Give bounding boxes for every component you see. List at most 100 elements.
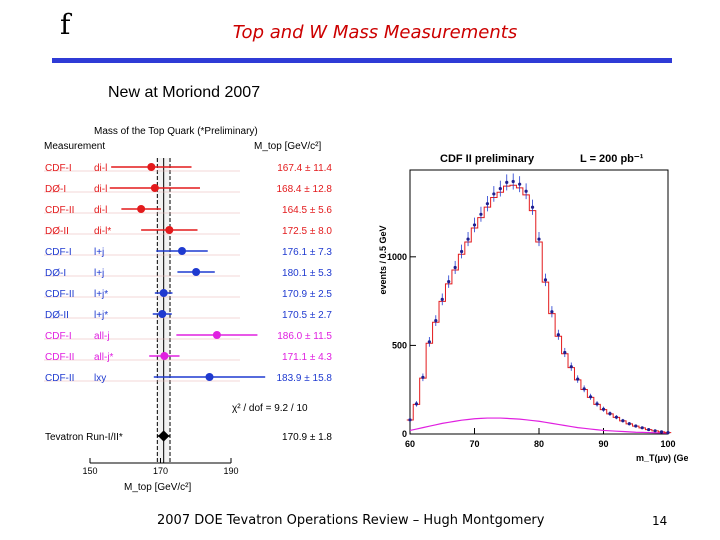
point-marker <box>178 247 187 255</box>
data-point <box>576 377 580 381</box>
data-point <box>595 402 599 406</box>
channel-label: l+j <box>94 268 104 279</box>
w-x-tick-label: 90 <box>598 439 608 449</box>
data-point <box>505 180 509 185</box>
data-point <box>563 350 567 355</box>
measurement-row: CDF-II lxy 183.9 ± 15.8 <box>44 373 332 384</box>
w-mass-chart: CDF II preliminary L = 200 pb⁻¹ events /… <box>372 140 688 470</box>
data-point <box>518 182 522 186</box>
value-label: 183.9 ± 15.8 <box>276 373 332 384</box>
background-curve <box>409 417 669 434</box>
value-label: 168.4 ± 12.8 <box>276 184 332 195</box>
title-rule <box>52 58 672 63</box>
chi2-label: χ² / dof = 9.2 / 10 <box>232 403 308 414</box>
point-marker <box>212 331 221 339</box>
data-point <box>530 205 535 209</box>
data-point <box>601 407 606 411</box>
x-tick-label: 170 <box>153 466 168 476</box>
w-y-tick-label: 0 <box>402 429 407 439</box>
experiment-label: CDF-I <box>45 331 72 342</box>
point-marker <box>205 373 214 381</box>
lumi-label: L = 200 pb⁻¹ <box>580 153 644 165</box>
data-point <box>550 310 554 314</box>
footer-text: 2007 DOE Tevatron Operations Review – Hu… <box>157 513 545 528</box>
point-marker <box>192 268 201 276</box>
data-point <box>659 430 664 434</box>
data-point <box>511 179 515 184</box>
measurement-row: CDF-II di-l 164.5 ± 5.6 <box>44 205 332 216</box>
channel-label: di-l <box>94 163 107 174</box>
slide-subtitle: New at Moriond 2007 <box>108 84 261 101</box>
measurement-header: Measurement <box>44 141 105 152</box>
measurement-row: DØ-II di-l* 172.5 ± 8.0 <box>44 226 332 237</box>
data-point <box>608 412 612 416</box>
data-point <box>556 333 560 337</box>
value-label: 171.1 ± 4.3 <box>282 352 332 363</box>
data-point <box>543 278 548 282</box>
data-points <box>408 173 670 435</box>
value-label: 176.1 ± 7.3 <box>282 247 332 258</box>
value-label: 186.0 ± 11.5 <box>277 331 332 342</box>
data-point <box>472 223 477 227</box>
channel-label: di-l* <box>94 226 111 237</box>
x-axis-label: M_top [GeV/c²] <box>124 482 191 493</box>
data-point <box>647 427 651 432</box>
measurement-row: DØ-II l+j* 170.5 ± 2.7 <box>44 310 332 321</box>
data-point <box>485 202 489 206</box>
data-point <box>440 297 444 301</box>
measurement-row: DØ-I l+j 180.1 ± 5.3 <box>44 268 332 279</box>
channel-label: l+j* <box>94 289 108 300</box>
experiment-label: DØ-II <box>45 226 69 237</box>
w-y-axis-label: events / 0.5 GeV <box>378 225 388 294</box>
experiment-label: CDF-II <box>45 205 74 216</box>
w-chart-title: CDF II preliminary <box>440 153 535 165</box>
point-marker <box>159 289 168 297</box>
measurement-row: CDF-II l+j* 170.9 ± 2.5 <box>44 289 332 300</box>
experiment-label: CDF-II <box>45 352 74 363</box>
data-point <box>666 430 670 435</box>
experiment-label: CDF-II <box>45 373 74 384</box>
combined-label: Tevatron Run-I/II* <box>45 432 123 443</box>
w-x-tick-label: 80 <box>534 439 544 449</box>
experiment-label: DØ-I <box>45 268 66 279</box>
combined-value-label: 170.9 ± 1.8 <box>282 432 332 443</box>
x-tick-label: 190 <box>223 466 238 476</box>
w-y-tick-label: 500 <box>392 340 407 350</box>
chart-title: Mass of the Top Quark (*Preliminary) <box>94 126 258 137</box>
page-number: 14 <box>652 514 668 528</box>
channel-label: l+j <box>94 247 104 258</box>
channel-label: all-j* <box>94 352 114 363</box>
slide-title: Top and W Mass Measurements <box>232 22 518 43</box>
data-point <box>569 365 573 369</box>
measurement-rows: CDF-I di-l 167.4 ± 11.4 DØ-I di-l 168.4 ± 12.… <box>44 163 332 384</box>
data-point <box>408 418 412 422</box>
value-label: 167.4 ± 11.4 <box>277 163 332 174</box>
data-point <box>627 422 631 426</box>
value-label: 180.1 ± 5.3 <box>282 268 332 279</box>
data-point <box>640 426 644 430</box>
point-marker <box>150 184 159 192</box>
data-point <box>453 265 457 270</box>
data-point <box>614 415 618 419</box>
data-point <box>582 387 586 391</box>
measurement-row: CDF-I di-l 167.4 ± 11.4 <box>44 163 332 174</box>
channel-label: di-l <box>94 184 107 195</box>
measurement-row: CDF-I all-j 186.0 ± 11.5 <box>44 331 332 342</box>
x-tick-label: 150 <box>82 466 97 476</box>
fermilab-logo: f <box>60 8 71 41</box>
channel-label: lxy <box>94 373 106 384</box>
w-x-tick-label: 70 <box>469 439 479 449</box>
value-label: 170.9 ± 2.5 <box>282 289 332 300</box>
data-point <box>447 280 451 284</box>
data-point <box>492 192 496 196</box>
data-point <box>621 419 625 423</box>
data-point <box>434 319 438 323</box>
point-marker <box>137 205 146 213</box>
data-point <box>634 424 638 428</box>
data-point <box>479 212 483 216</box>
experiment-label: DØ-II <box>45 310 69 321</box>
channel-label: di-l <box>94 205 107 216</box>
data-point <box>466 237 470 241</box>
data-point <box>498 187 502 191</box>
